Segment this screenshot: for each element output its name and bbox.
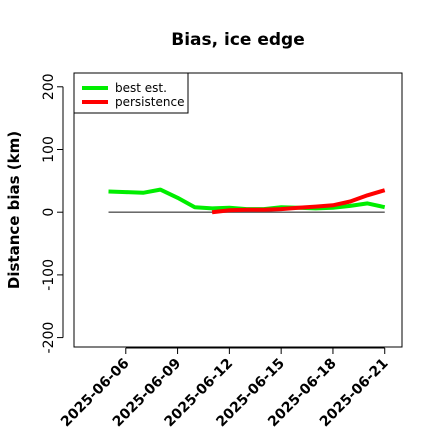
series-line-persistence bbox=[211, 188, 386, 215]
series-line-best-est bbox=[108, 187, 386, 212]
legend: best est. persistence bbox=[73, 72, 189, 114]
y-tick-label: -200 bbox=[41, 322, 57, 354]
y-tick-label: -100 bbox=[41, 259, 57, 291]
y-axis-label: Distance bias (km) bbox=[5, 131, 23, 289]
plot-frame bbox=[73, 72, 403, 348]
legend-box bbox=[73, 72, 189, 114]
legend-label-best-est: best est. bbox=[115, 81, 167, 95]
y-tick-label: 100 bbox=[41, 136, 57, 163]
y-tick-label: 0 bbox=[41, 208, 57, 217]
legend-label-persistence: persistence bbox=[115, 95, 184, 109]
y-tick-label: 200 bbox=[41, 73, 57, 100]
chart-marks: -200-10001002002025-06-062025-06-092025-… bbox=[41, 73, 392, 430]
chart-title: Bias, ice edge bbox=[171, 30, 305, 50]
